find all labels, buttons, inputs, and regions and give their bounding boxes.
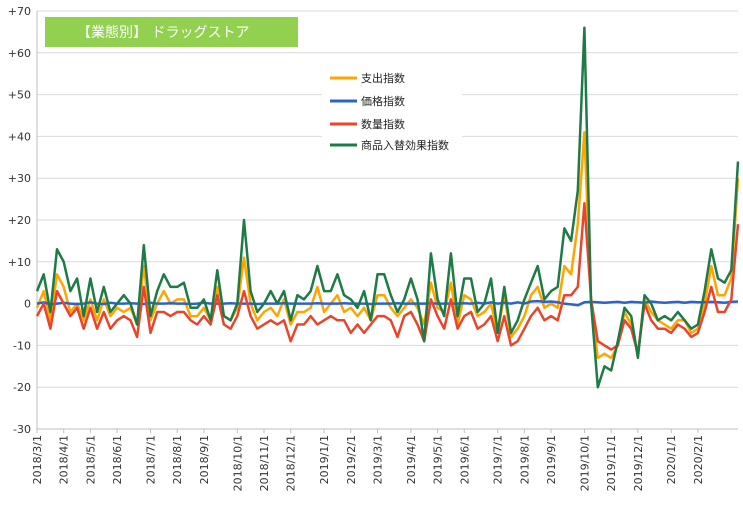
x-tick-label: 2018/4/1 — [58, 435, 71, 484]
y-tick-label: 0 — [24, 298, 31, 311]
y-tick-label: -20 — [13, 381, 31, 394]
x-tick-label: 2019/9/1 — [545, 435, 558, 484]
y-tick-label: +50 — [8, 89, 31, 102]
x-tick-label: 2019/2/1 — [345, 435, 358, 484]
x-tick-label: 2018/8/1 — [171, 435, 184, 484]
legend-label-2: 数量指数 — [361, 117, 405, 131]
x-tick-label: 2019/8/1 — [518, 435, 531, 484]
x-tick-label: 2018/5/1 — [84, 435, 97, 484]
y-axis-ticks: -30 -20 -10 0 +10 +20 +30 +40 +50 +60 +70 — [8, 5, 31, 436]
x-tick-label: 2018/9/1 — [198, 435, 211, 484]
title-box — [45, 17, 298, 47]
series-lines — [35, 26, 740, 389]
series-line-2 — [35, 202, 740, 356]
x-tick-label: 2019/1/1 — [318, 435, 331, 484]
y-tick-label: -30 — [13, 423, 31, 436]
x-tick-label: 2019/12/1 — [632, 435, 645, 491]
y-tick-label: +60 — [8, 47, 31, 60]
x-tick-label: 2018/6/1 — [111, 435, 124, 484]
legend-label-1: 価格指数 — [361, 94, 405, 108]
legend-label-3: 商品入替効果指数 — [361, 138, 449, 152]
x-tick-label: 2019/4/1 — [405, 435, 418, 484]
gridlines — [36, 10, 738, 430]
x-tick-label: 2018/10/1 — [231, 435, 244, 491]
x-tick-label: 2019/10/1 — [578, 435, 591, 491]
y-tick-label: +30 — [8, 172, 31, 185]
y-tick-label: +40 — [8, 130, 31, 143]
y-tick-label: +10 — [8, 256, 31, 269]
x-tick-label: 2019/6/1 — [458, 435, 471, 484]
chart-title: 【業態別】 ドラッグストア — [77, 25, 249, 41]
x-tick-label: 2019/3/1 — [371, 435, 384, 484]
x-tick-label: 2018/3/1 — [31, 435, 44, 484]
legend-label-0: 支出指数 — [361, 71, 405, 85]
y-tick-label: -10 — [13, 339, 31, 352]
x-tick-label: 2019/11/1 — [605, 435, 618, 491]
x-tick-label: 2019/7/1 — [492, 435, 505, 484]
series-line-3 — [35, 26, 740, 389]
y-tick-label: +20 — [8, 214, 31, 227]
x-tick-label: 2019/5/1 — [432, 435, 445, 484]
x-axis-ticks: 2018/3/1 2018/4/1 2018/5/1 2018/6/1 2018/7/1… — [31, 429, 705, 491]
x-tick-label: 2018/12/1 — [285, 435, 298, 491]
x-tick-label: 2020/2/1 — [692, 435, 705, 484]
x-tick-label: 2018/7/1 — [144, 435, 157, 484]
x-tick-label: 2020/1/1 — [665, 435, 678, 484]
y-tick-label: +70 — [8, 5, 31, 18]
x-tick-label: 2018/11/1 — [258, 435, 271, 491]
